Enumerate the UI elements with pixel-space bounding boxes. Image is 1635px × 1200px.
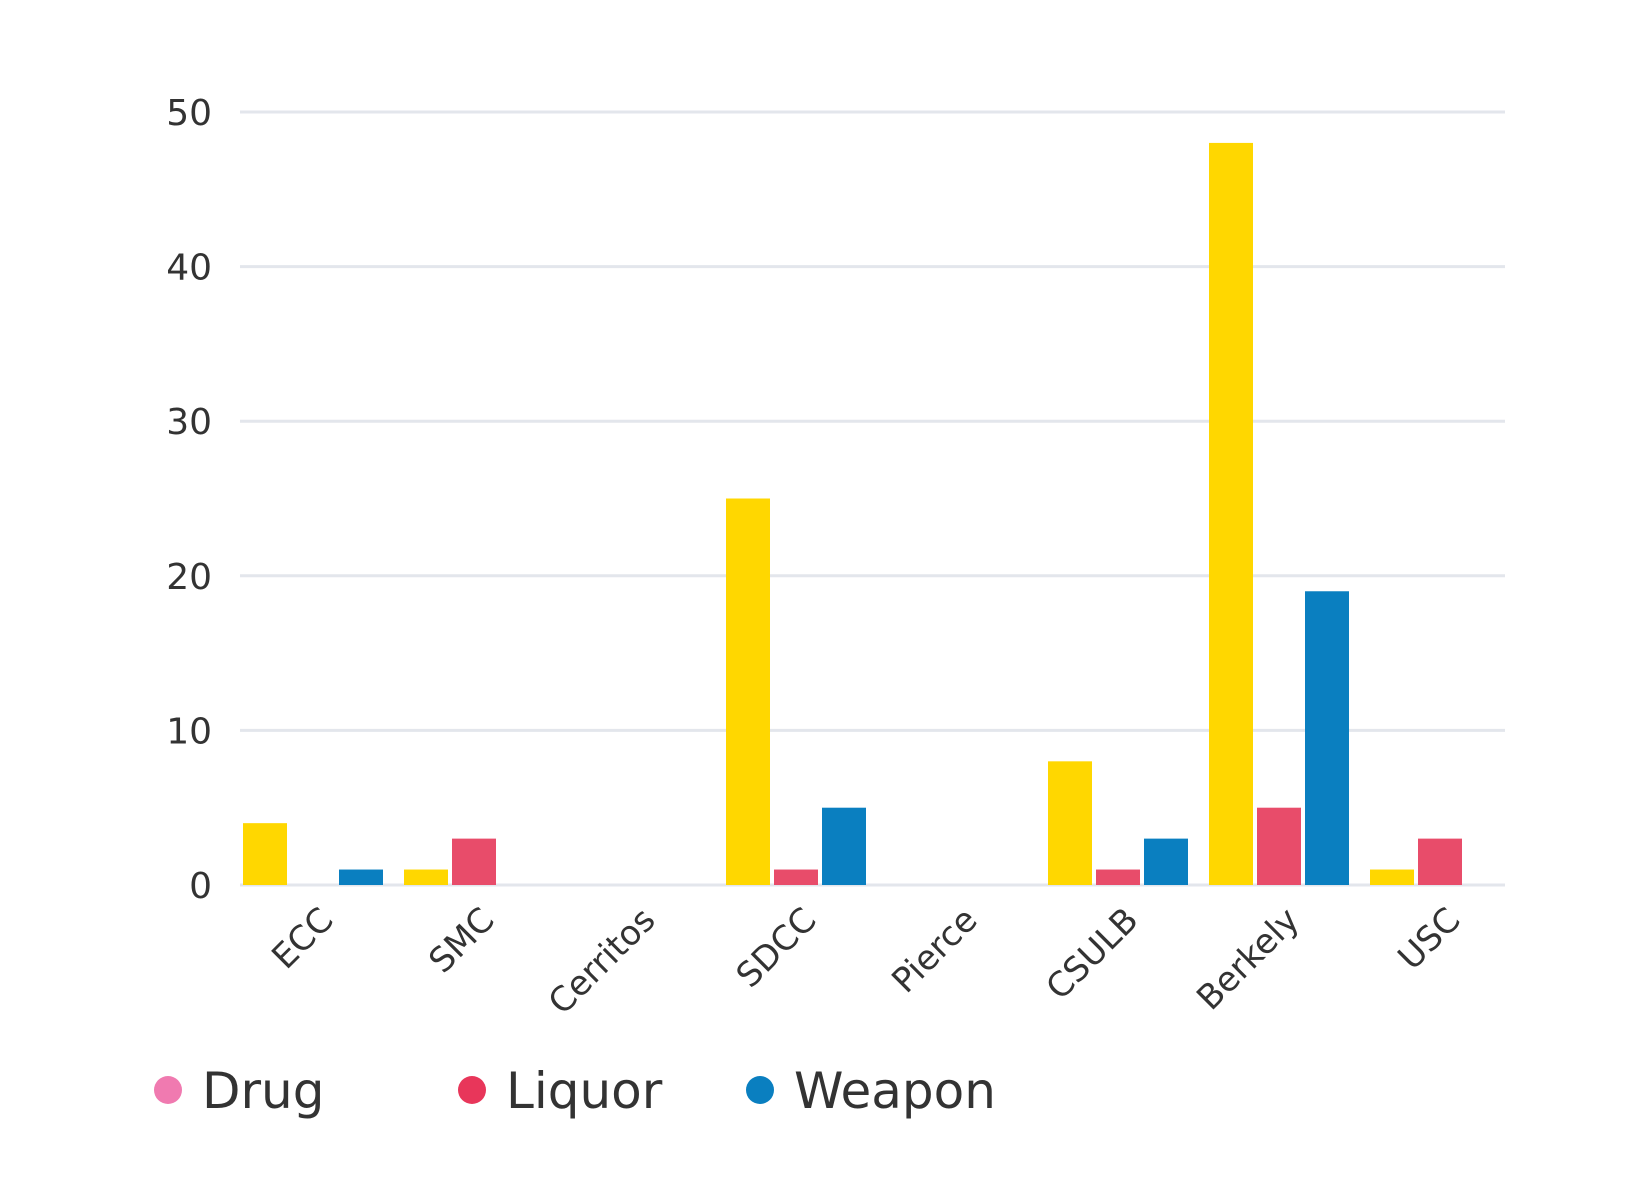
bars xyxy=(243,142,1462,886)
legend-label: Liquor xyxy=(506,1062,663,1120)
legend-swatch xyxy=(154,1076,182,1104)
bar-smc-drug xyxy=(404,869,448,885)
bar-ecc-weapon xyxy=(339,869,383,885)
x-category-label: Berkely xyxy=(1189,900,1307,1018)
bar-csulb-drug xyxy=(1048,761,1092,885)
bar-usc-drug xyxy=(1370,869,1414,885)
y-axis-tick-labels: 0 10 20 30 40 50 xyxy=(166,93,212,907)
x-category-label: Pierce xyxy=(884,900,985,1001)
bar-csulb-liquor xyxy=(1096,869,1140,885)
x-category-label: USC xyxy=(1390,900,1468,978)
legend-item-liquor: Liquor xyxy=(458,1062,663,1120)
legend: Drug Liquor Weapon xyxy=(154,1062,996,1120)
x-category-label: SMC xyxy=(421,900,502,981)
bar-berkely-weapon xyxy=(1305,591,1349,885)
bar-sdcc-weapon xyxy=(822,807,866,885)
bar-sdcc-liquor xyxy=(774,869,818,885)
x-axis-category-labels: ECC SMC Cerritos SDCC Pierce CSULB Berkely USC xyxy=(264,900,1468,1023)
x-category-label: CSULB xyxy=(1039,900,1147,1008)
legend-swatch xyxy=(458,1076,486,1104)
x-category-label: Cerritos xyxy=(541,900,664,1023)
bar-berkely-drug xyxy=(1209,142,1253,886)
legend-label: Drug xyxy=(202,1062,325,1120)
y-tick-label: 0 xyxy=(189,866,212,907)
y-tick-label: 40 xyxy=(166,248,212,289)
bar-csulb-weapon xyxy=(1144,838,1188,885)
bar-berkely-liquor xyxy=(1257,807,1301,885)
y-tick-label: 10 xyxy=(166,711,212,752)
bar-usc-liquor xyxy=(1418,838,1462,885)
x-category-label: SDCC xyxy=(729,900,825,996)
legend-swatch xyxy=(746,1076,774,1104)
legend-label: Weapon xyxy=(794,1062,996,1120)
y-tick-label: 30 xyxy=(166,402,212,443)
bar-smc-liquor xyxy=(452,838,496,885)
legend-item-weapon: Weapon xyxy=(746,1062,996,1120)
bar-ecc-drug xyxy=(243,823,287,885)
x-category-label: ECC xyxy=(264,900,341,977)
bar-sdcc-drug xyxy=(726,498,770,885)
y-tick-label: 20 xyxy=(166,557,212,598)
y-tick-label: 50 xyxy=(166,93,212,134)
legend-item-drug: Drug xyxy=(154,1062,325,1120)
